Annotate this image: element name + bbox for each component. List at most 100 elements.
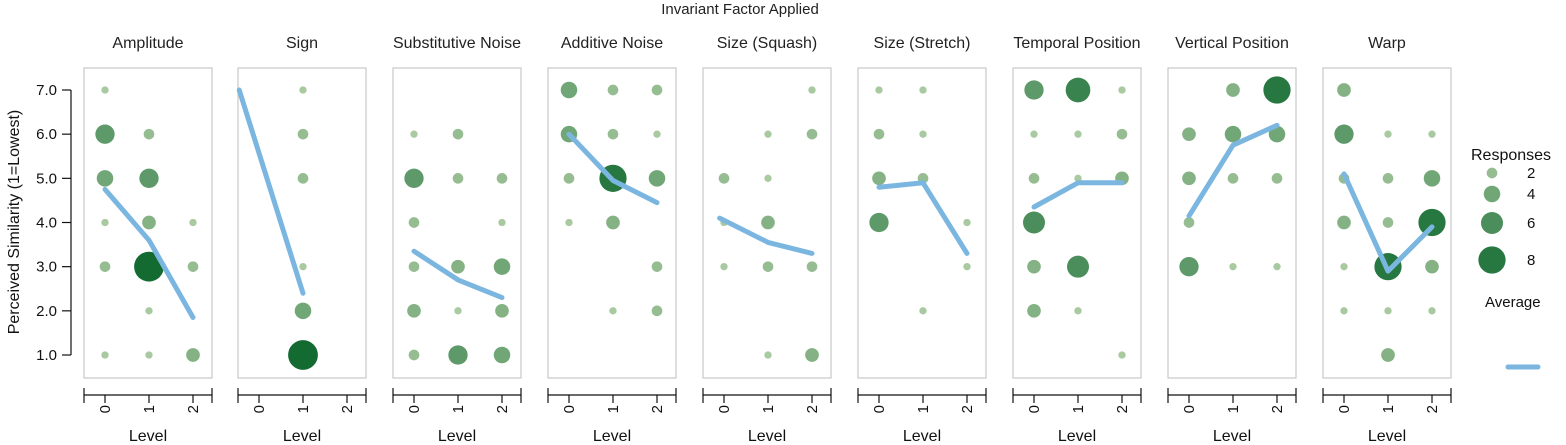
response-bubble	[1118, 86, 1126, 94]
x-axis-label: Level	[748, 428, 786, 445]
response-bubble	[1118, 351, 1126, 359]
response-bubble	[145, 351, 153, 359]
response-bubble	[1271, 173, 1283, 184]
response-bubble	[299, 86, 307, 94]
x-tick-label: 2	[1424, 405, 1441, 413]
x-tick-label: 0	[1336, 405, 1353, 413]
response-bubble	[805, 348, 819, 362]
response-bubble	[651, 84, 663, 96]
average-line	[1341, 171, 1435, 274]
response-bubble	[1074, 130, 1082, 138]
panel-size-squash: Size (Squash) 0 1 2 Level	[702, 35, 832, 445]
panel-frame	[83, 67, 213, 379]
response-bubble	[493, 258, 511, 275]
response-bubble	[187, 261, 199, 272]
x-axis-label: Level	[283, 428, 321, 445]
panel-title: Size (Stretch)	[874, 35, 971, 52]
average-line	[411, 248, 505, 301]
panel-frame	[1012, 67, 1142, 379]
x-tick-label: 2	[1269, 405, 1286, 413]
response-bubble	[1268, 125, 1286, 143]
panel-substitutive-noise: Substitutive Noise 0 1 2 Level	[392, 35, 522, 445]
response-bubble	[408, 261, 420, 272]
response-bubble	[1182, 171, 1196, 186]
response-bubble	[452, 128, 464, 140]
average-line	[717, 215, 815, 256]
response-bubble	[1334, 124, 1354, 144]
x-axis: 0 1 2 Level	[392, 388, 522, 445]
response-bubble	[1027, 259, 1041, 274]
response-bubble	[764, 130, 772, 138]
response-bubble	[1382, 173, 1394, 184]
response-bubble	[606, 215, 620, 230]
response-bubble	[96, 170, 114, 187]
response-bubble	[1067, 255, 1089, 278]
x-tick-label: 2	[649, 405, 666, 413]
response-bubble	[297, 128, 309, 140]
response-bubble	[872, 171, 886, 186]
response-bubble	[139, 168, 159, 188]
response-bubble	[1030, 130, 1038, 138]
response-bubble	[1382, 217, 1394, 228]
panel-title: Warp	[1368, 35, 1406, 52]
response-bubble	[99, 261, 111, 272]
panel-frame	[547, 67, 677, 379]
response-bubble	[1028, 173, 1040, 184]
x-axis: 0 1 2 Level	[1322, 388, 1452, 445]
response-bubble	[288, 340, 318, 370]
x-tick-label: 2	[1114, 405, 1131, 413]
response-bubble	[454, 307, 462, 315]
x-tick-label: 2	[804, 405, 821, 413]
panel-title: Substitutive Noise	[393, 35, 521, 52]
response-bubble	[404, 168, 424, 188]
x-axis: 0 1 2 Level	[547, 388, 677, 445]
panel-frame	[1167, 67, 1297, 379]
response-bubble	[101, 351, 109, 359]
response-bubble	[919, 307, 927, 315]
panel-vertical-position: Vertical Position 0 1 2 Level	[1167, 35, 1297, 445]
response-bubble	[1337, 83, 1351, 97]
response-bubble	[1226, 83, 1240, 97]
response-bubble	[806, 128, 818, 140]
x-tick-label: 1	[141, 405, 158, 413]
response-bubble	[493, 346, 511, 364]
y-tick-label: 5.0	[36, 170, 57, 187]
response-bubble	[1116, 128, 1128, 140]
panel-additive-noise: Additive Noise 0 1 2 Level	[547, 35, 677, 445]
legend-size-label: 2	[1527, 165, 1535, 182]
average-line	[236, 87, 306, 296]
average-line	[1031, 180, 1125, 210]
legend-size-swatch	[1483, 185, 1501, 203]
response-bubble	[653, 130, 661, 138]
response-bubble	[563, 173, 575, 184]
x-axis: 0 1 2 Level	[1167, 388, 1297, 445]
response-bubble	[806, 261, 818, 272]
x-tick-label: 1	[1070, 405, 1087, 413]
response-bubble	[1418, 208, 1446, 237]
x-tick-label: 0	[871, 405, 888, 413]
y-tick-label: 2.0	[36, 303, 57, 320]
panel-title: Size (Squash)	[717, 35, 818, 52]
response-bubble	[651, 305, 663, 317]
response-bubble	[1428, 307, 1436, 315]
x-axis-label: Level	[1058, 428, 1096, 445]
response-bubble	[560, 81, 578, 99]
x-tick-label: 0	[251, 405, 268, 413]
response-bubble	[762, 261, 774, 272]
response-bubble	[720, 263, 728, 271]
x-tick-label: 2	[339, 405, 356, 413]
response-bubble	[869, 212, 889, 233]
response-bubble	[186, 348, 200, 362]
x-axis: 0 1 2 Level	[83, 388, 213, 445]
response-bubble	[189, 218, 197, 227]
legend-size-swatch	[1486, 167, 1498, 179]
x-tick-label: 0	[1026, 405, 1043, 413]
legend-size-label: 8	[1527, 252, 1535, 269]
response-bubble	[142, 215, 156, 230]
response-bubble	[408, 349, 420, 361]
response-bubble	[101, 218, 109, 227]
x-axis-label: Level	[1213, 428, 1251, 445]
response-bubble	[873, 128, 885, 140]
